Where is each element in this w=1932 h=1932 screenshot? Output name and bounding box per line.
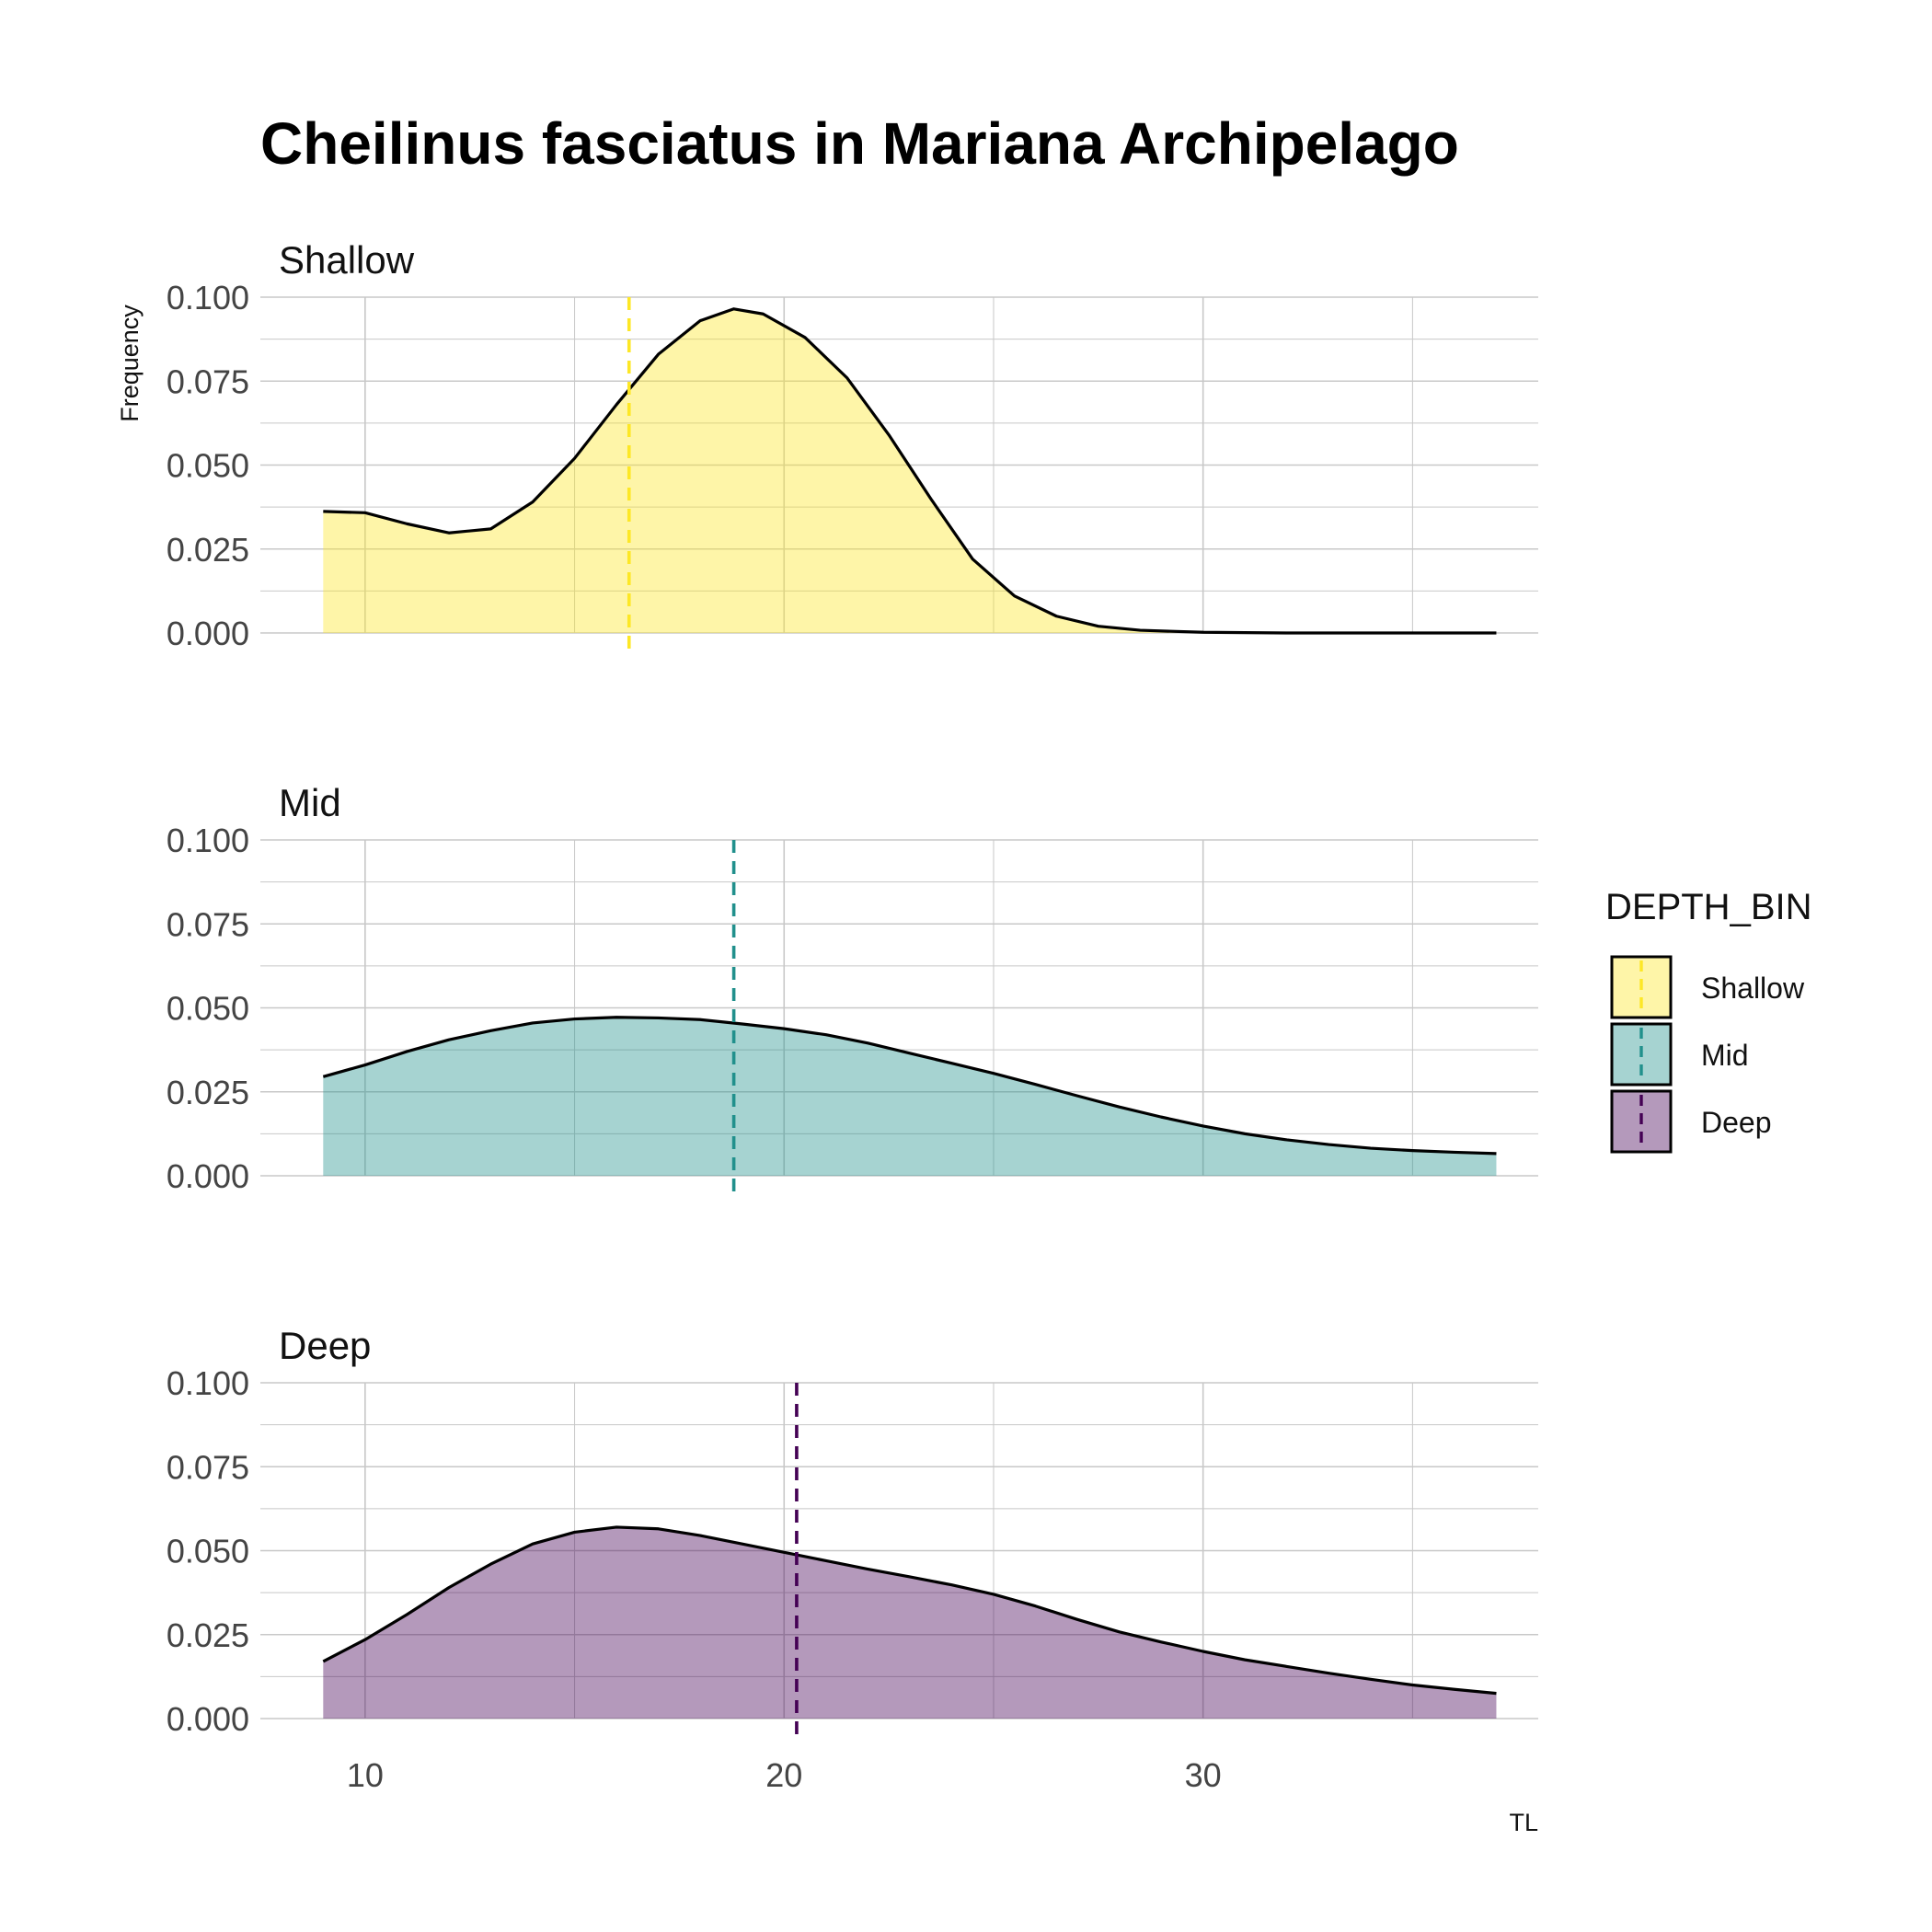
facet-label: Mid: [279, 781, 341, 824]
y-axis-label: Frequency: [116, 305, 144, 422]
x-tick-label: 20: [765, 1756, 802, 1794]
y-tick-label: 0.075: [167, 1448, 249, 1486]
y-tick-label: 0.050: [167, 447, 249, 485]
legend: DEPTH_BIN Shallow Mid Deep: [1605, 887, 1812, 1154]
y-tick-label: 0.100: [167, 279, 249, 316]
density-area-deep: [323, 1526, 1497, 1719]
y-tick-label: 0.025: [167, 531, 249, 569]
facet-label: Deep: [279, 1324, 371, 1367]
y-tick-label: 0.100: [167, 1364, 249, 1402]
facet-label: Shallow: [279, 238, 415, 282]
density-line-mid: [322, 1016, 1497, 1156]
y-tick-label: 0.000: [167, 1700, 249, 1738]
density-area-shallow: [323, 308, 1497, 633]
y-tick-label: 0.000: [167, 615, 249, 652]
legend-item-deep: Deep: [1610, 1089, 1772, 1154]
x-tick-label: 10: [347, 1756, 384, 1794]
density-area-mid: [323, 1017, 1497, 1176]
legend-item-shallow: Shallow: [1610, 955, 1805, 1019]
panel-deep: Deep 0.000 0.025 0.050 0.075 0.100: [167, 1324, 1538, 1738]
legend-label: Mid: [1701, 1039, 1749, 1072]
panel-mid: Mid 0.000 0.025 0.050 0.075 0.100: [167, 781, 1538, 1195]
y-tick-label: 0.075: [167, 362, 249, 400]
x-axis-label: TL: [1509, 1809, 1538, 1836]
y-tick-label: 0.075: [167, 905, 249, 943]
y-tick-label: 0.050: [167, 1533, 249, 1570]
y-tick-label: 0.050: [167, 990, 249, 1028]
chart-title: Cheilinus fasciatus in Mariana Archipela…: [260, 110, 1459, 177]
y-tick-label: 0.100: [167, 822, 249, 859]
x-axis-ticks: 10 20 30: [347, 1756, 1222, 1794]
x-tick-label: 30: [1185, 1756, 1222, 1794]
y-tick-label: 0.000: [167, 1157, 249, 1195]
density-line-shallow: [323, 307, 1497, 635]
density-line-deep: [322, 1525, 1497, 1696]
legend-title: DEPTH_BIN: [1605, 887, 1812, 927]
legend-label: Shallow: [1701, 972, 1805, 1005]
facet-panels: Shallow 0.000 0.025 0.050 0.075 0.100 Mid 0.000…: [167, 238, 1538, 1738]
legend-item-mid: Mid: [1610, 1022, 1749, 1087]
panel-shallow: Shallow 0.000 0.025 0.050 0.075 0.100: [167, 238, 1538, 652]
y-tick-label: 0.025: [167, 1616, 249, 1654]
legend-label: Deep: [1701, 1106, 1772, 1139]
y-tick-label: 0.025: [167, 1074, 249, 1111]
